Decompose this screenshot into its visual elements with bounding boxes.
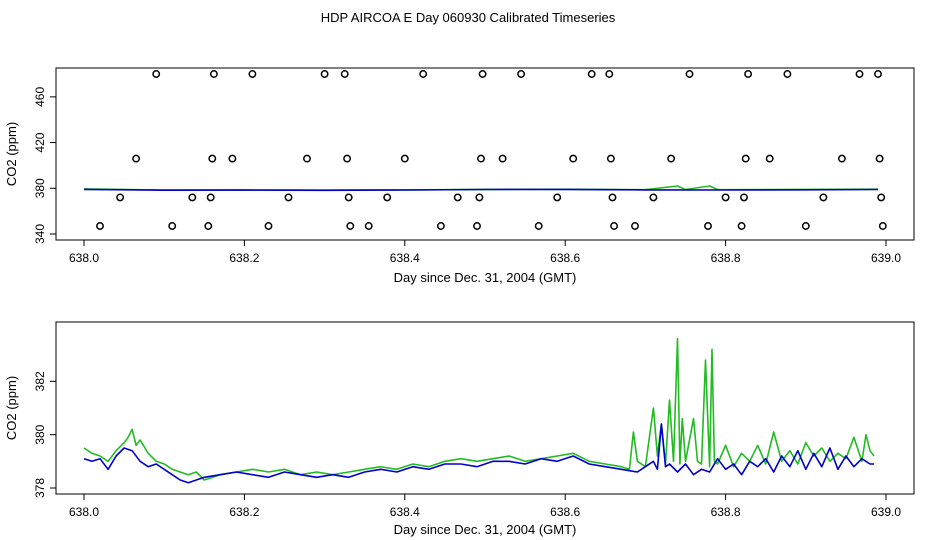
top-plot-frame [55,67,915,241]
top-y-axis: 340 380 420 460 [33,87,56,244]
scatter-point [284,193,293,202]
top-y-tick-label: 340 [33,224,47,244]
scatter-point [587,70,596,78]
scatter-point [606,154,615,163]
bottom-y-tick-label: 382 [33,371,47,391]
scatter-point [206,193,215,202]
scatter-point [740,193,748,202]
bottom-x-tick-label: 638.2 [229,505,259,519]
bottom-plot-frame [55,321,915,495]
top-y-tick-label: 380 [33,178,47,198]
scatter-point [534,222,543,230]
bottom-x-tick-label: 639.0 [871,505,901,519]
scatter-point [553,193,562,202]
scatter-point [877,193,886,202]
scatter-point [819,193,828,202]
bottom-y-tick-label: 378 [33,478,47,498]
top-x-tick-label: 638.0 [69,251,99,265]
scatter-point [704,222,712,230]
bottom-x-tick-label: 638.6 [550,505,580,519]
top-y-axis-label: CO2 (ppm) [4,122,19,186]
scatter-point [569,154,578,163]
scatter-point [400,154,409,163]
bottom-y-tick-label: 380 [33,424,47,444]
scatter-point [204,222,213,230]
scatter-point [344,193,353,202]
scatter-point [343,154,352,163]
scatter-point [473,222,481,230]
bottom-series-line-blue [83,423,874,484]
scatter-point [721,193,730,202]
scatter-point [605,70,614,78]
scatter-point [744,70,753,78]
top-panel: 638.0 638.2 638.4 638.6 638.8 639.0 340 380 420… [4,67,915,285]
scatter-point [475,193,484,202]
scatter-point [874,70,882,78]
top-x-axis: 638.0 638.2 638.4 638.6 638.8 639.0 [69,239,901,265]
top-x-axis-label: Day since Dec. 31, 2004 (GMT) [394,270,577,285]
scatter-point [837,154,846,163]
top-x-tick-label: 639.0 [871,251,901,265]
top-x-tick-label: 638.2 [229,251,259,265]
scatter-point [517,70,526,78]
scatter-point [264,222,273,230]
top-y-tick-label: 420 [33,132,47,152]
scatter-point [649,193,658,202]
bottom-x-axis-label: Day since Dec. 31, 2004 (GMT) [394,522,577,537]
scatter-point [228,154,237,163]
chart-title: HDP AIRCOA E Day 060930 Calibrated Times… [321,10,616,25]
top-scatter-points [96,70,887,230]
scatter-point [610,222,619,230]
scatter-point [188,193,197,202]
scatter-point [667,154,676,163]
bottom-series-line-green [83,337,875,481]
bottom-y-axis: 378 380 382 [33,371,56,498]
scatter-point [383,193,392,202]
scatter-point [168,222,177,230]
top-series-lines [83,185,879,192]
bottom-x-tick-label: 638.0 [69,505,99,519]
scatter-point [801,222,810,230]
top-y-tick-label: 460 [33,87,47,107]
top-x-tick-label: 638.4 [390,251,420,265]
scatter-point [631,222,639,230]
scatter-point [741,154,750,163]
scatter-point [209,70,218,78]
scatter-point [685,70,694,78]
scatter-point [436,222,445,230]
scatter-point [96,222,104,230]
bottom-x-tick-label: 638.8 [711,505,741,519]
scatter-point [248,70,257,78]
scatter-point [875,154,884,163]
scatter-point [320,70,329,78]
scatter-point [453,193,462,202]
scatter-point [116,193,125,202]
scatter-point [478,70,487,78]
bottom-x-tick-label: 638.4 [390,505,420,519]
bottom-y-axis-label: CO2 (ppm) [4,376,19,440]
bottom-panel: 638.0 638.2 638.4 638.6 638.8 639.0 378 380 382… [4,321,915,537]
scatter-point [152,70,161,78]
scatter-point [340,70,349,78]
top-series-line-blue [83,188,879,192]
scatter-point [498,154,507,163]
scatter-point [855,70,864,78]
scatter-point [783,70,792,78]
bottom-x-axis: 638.0 638.2 638.4 638.6 638.8 639.0 [69,493,901,519]
scatter-point [878,222,887,230]
scatter-point [303,154,311,163]
scatter-point [364,222,373,230]
scatter-point [737,222,746,230]
scatter-point [419,70,428,78]
top-x-tick-label: 638.6 [550,251,580,265]
top-x-tick-label: 638.8 [711,251,741,265]
scatter-point [765,154,774,163]
scatter-point [208,154,217,163]
scatter-point [132,154,141,163]
scatter-point [608,193,617,202]
scatter-point [346,222,355,230]
bottom-series-lines [83,337,875,484]
scatter-point [477,154,485,163]
